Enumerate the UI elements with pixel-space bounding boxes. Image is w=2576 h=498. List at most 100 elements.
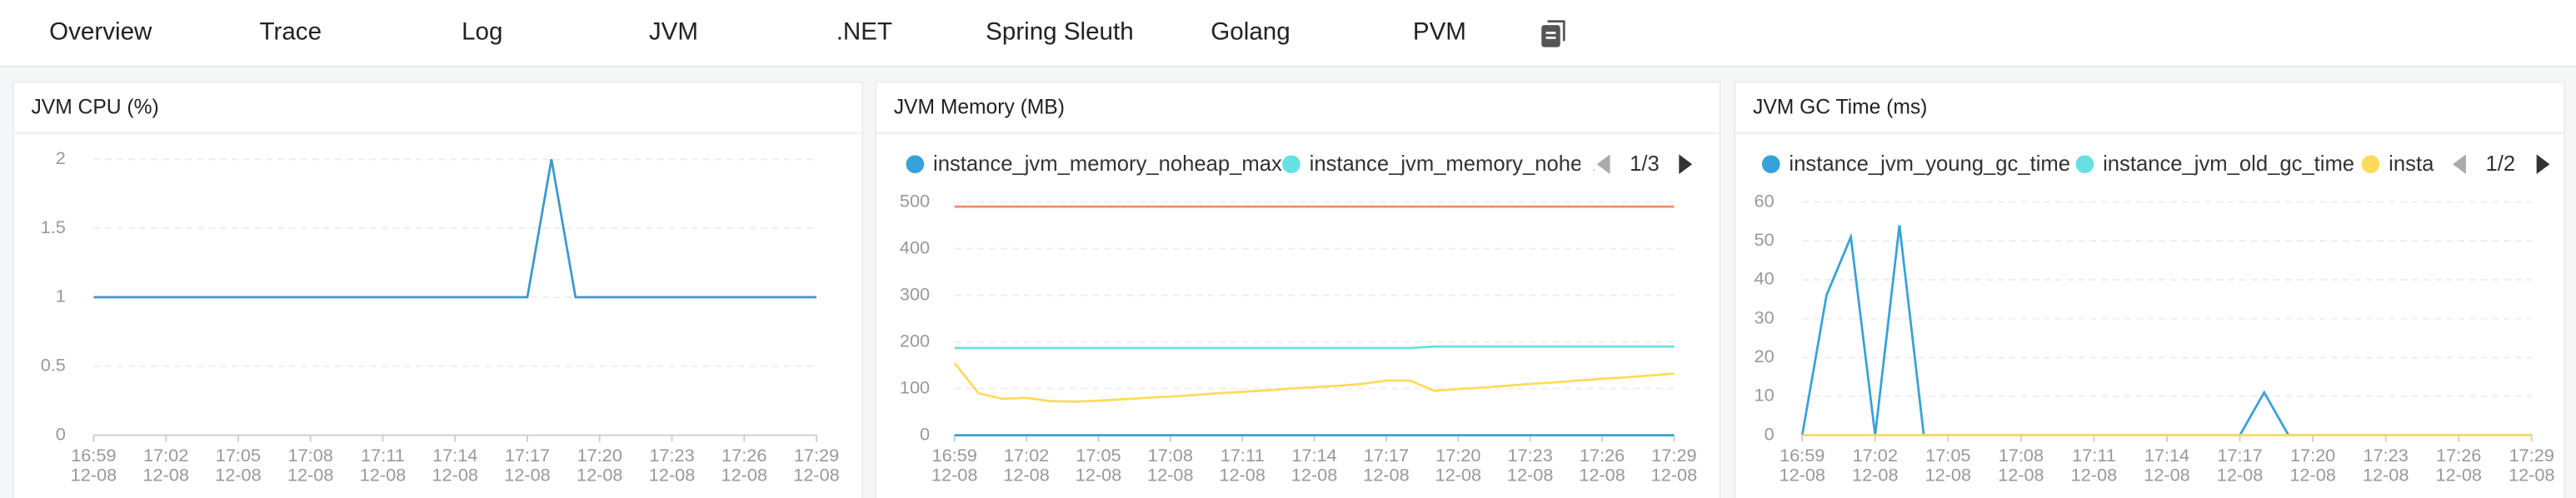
x-tick-date: 12-08 [215, 465, 261, 486]
x-tick-date: 12-08 [577, 465, 622, 486]
x-tick-label: 17:26 [721, 445, 766, 466]
nav-tab[interactable]: .NET [836, 17, 892, 45]
x-tick-label: 17:11 [2072, 445, 2116, 466]
nav-tab[interactable]: Golang [1211, 17, 1290, 45]
x-tick-label: 17:11 [1221, 445, 1265, 466]
x-tick-label: 17:23 [2364, 445, 2409, 466]
x-tick-label: 17:02 [143, 445, 188, 466]
panel [12, 81, 864, 498]
nav-tab[interactable]: Spring Sleuth [986, 17, 1134, 45]
x-tick-label: 17:02 [1853, 445, 1898, 466]
y-tick-label: 2 [56, 147, 66, 168]
x-tick-label: 17:17 [2217, 445, 2262, 466]
nav-tab[interactable]: PVM [1413, 17, 1466, 45]
y-tick-label: 10 [1755, 385, 1775, 406]
x-tick-date: 12-08 [1363, 465, 1409, 486]
y-tick-label: 0 [920, 423, 930, 444]
legend-prev[interactable] [1596, 154, 1610, 175]
panel-title: JVM GC Time (ms) [1753, 97, 1927, 119]
y-tick-label: 50 [1755, 229, 1775, 250]
series-line [93, 159, 817, 299]
x-tick-date: 12-08 [1076, 465, 1121, 486]
x-tick-date: 12-08 [1435, 465, 1481, 486]
x-tick-label: 17:14 [1291, 445, 1336, 466]
legend-swatch [1761, 155, 1780, 174]
x-tick-date: 12-08 [1003, 465, 1049, 486]
y-tick-label: 400 [900, 237, 930, 257]
y-tick-label: 0 [56, 423, 66, 444]
x-tick-label: 17:20 [1435, 445, 1480, 466]
x-tick-date: 12-08 [2217, 465, 2263, 486]
x-tick-label: 17:05 [216, 445, 261, 466]
nav-tab[interactable]: JVM [649, 17, 698, 45]
x-tick-date: 12-08 [931, 465, 977, 486]
nav-tab[interactable]: Log [462, 17, 502, 45]
x-tick-label: 17:20 [2290, 445, 2335, 466]
legend-swatch [906, 155, 925, 174]
x-tick-date: 12-08 [1779, 465, 1825, 486]
y-tick-label: 200 [900, 330, 930, 351]
x-tick-date: 12-08 [2509, 465, 2554, 486]
y-tick-label: 100 [900, 376, 930, 397]
x-tick-label: 17:17 [1364, 445, 1409, 466]
legend-clip [1580, 147, 1594, 181]
x-tick-date: 12-08 [2435, 465, 2481, 486]
x-tick-label: 17:11 [361, 445, 405, 466]
x-tick-label: 17:29 [794, 445, 839, 466]
y-tick-label: 1.5 [41, 217, 66, 237]
x-tick-date: 12-08 [432, 465, 477, 486]
x-tick-date: 12-08 [360, 465, 406, 486]
x-tick-date: 12-08 [1219, 465, 1265, 486]
y-tick-label: 40 [1755, 268, 1775, 289]
y-tick-label: 500 [900, 190, 930, 211]
x-tick-date: 12-08 [793, 465, 839, 486]
x-tick-date: 12-08 [1579, 465, 1625, 486]
x-tick-date: 12-08 [1507, 465, 1553, 486]
x-tick-date: 12-08 [142, 465, 188, 486]
nav-tab[interactable]: Overview [49, 17, 152, 45]
legend-label[interactable]: instance_jvm_memory_noheap_max [933, 152, 1282, 176]
legend-swatch [1282, 155, 1300, 174]
panel [1734, 81, 2566, 498]
legend-next[interactable] [1679, 154, 1693, 175]
legend-label[interactable]: instance_jvm_memory_nohea [1310, 152, 1595, 176]
x-tick-label: 17:20 [577, 445, 622, 466]
x-tick-date: 12-08 [2289, 465, 2335, 486]
legend-swatch [2075, 155, 2094, 174]
legend-prev[interactable] [2453, 154, 2466, 175]
y-tick-label: 300 [900, 283, 930, 304]
nav-tab[interactable]: Trace [260, 17, 322, 45]
x-tick-date: 12-08 [721, 465, 767, 486]
legend-label[interactable]: instance_jvm_young_gc_time [1789, 152, 2070, 176]
series-line [954, 345, 1675, 350]
y-tick-label: 0 [1765, 423, 1775, 444]
x-tick-label: 17:29 [2509, 445, 2554, 466]
x-tick-label: 17:08 [1148, 445, 1193, 466]
x-tick-date: 12-08 [649, 465, 695, 486]
legend-label[interactable]: insta [2389, 152, 2434, 176]
x-tick-label: 17:08 [288, 445, 333, 466]
y-tick-label: 30 [1755, 306, 1775, 327]
nav-bar [0, 0, 2576, 66]
x-tick-date: 12-08 [1925, 465, 1971, 486]
x-tick-date: 12-08 [1998, 465, 2044, 486]
y-tick-label: 0.5 [41, 354, 66, 375]
x-tick-label: 17:05 [1076, 445, 1121, 466]
legend-next[interactable] [2536, 154, 2550, 175]
y-tick-label: 20 [1755, 346, 1775, 366]
x-tick-date: 12-08 [71, 465, 117, 486]
series-line [953, 361, 1675, 403]
x-tick-label: 17:08 [1999, 445, 2044, 466]
x-tick-label: 17:26 [1580, 445, 1625, 466]
legend-label[interactable]: instance_jvm_old_gc_time [2103, 152, 2354, 176]
doc-icon[interactable] [1541, 20, 1565, 47]
panel [875, 81, 1721, 498]
x-tick-label: 17:26 [2436, 445, 2481, 466]
legend-page: 1/3 [1630, 152, 1660, 176]
x-tick-label: 17:02 [1004, 445, 1049, 466]
x-tick-label: 17:14 [2144, 445, 2189, 466]
panel-title: JVM CPU (%) [31, 97, 158, 119]
x-tick-date: 12-08 [1147, 465, 1193, 486]
